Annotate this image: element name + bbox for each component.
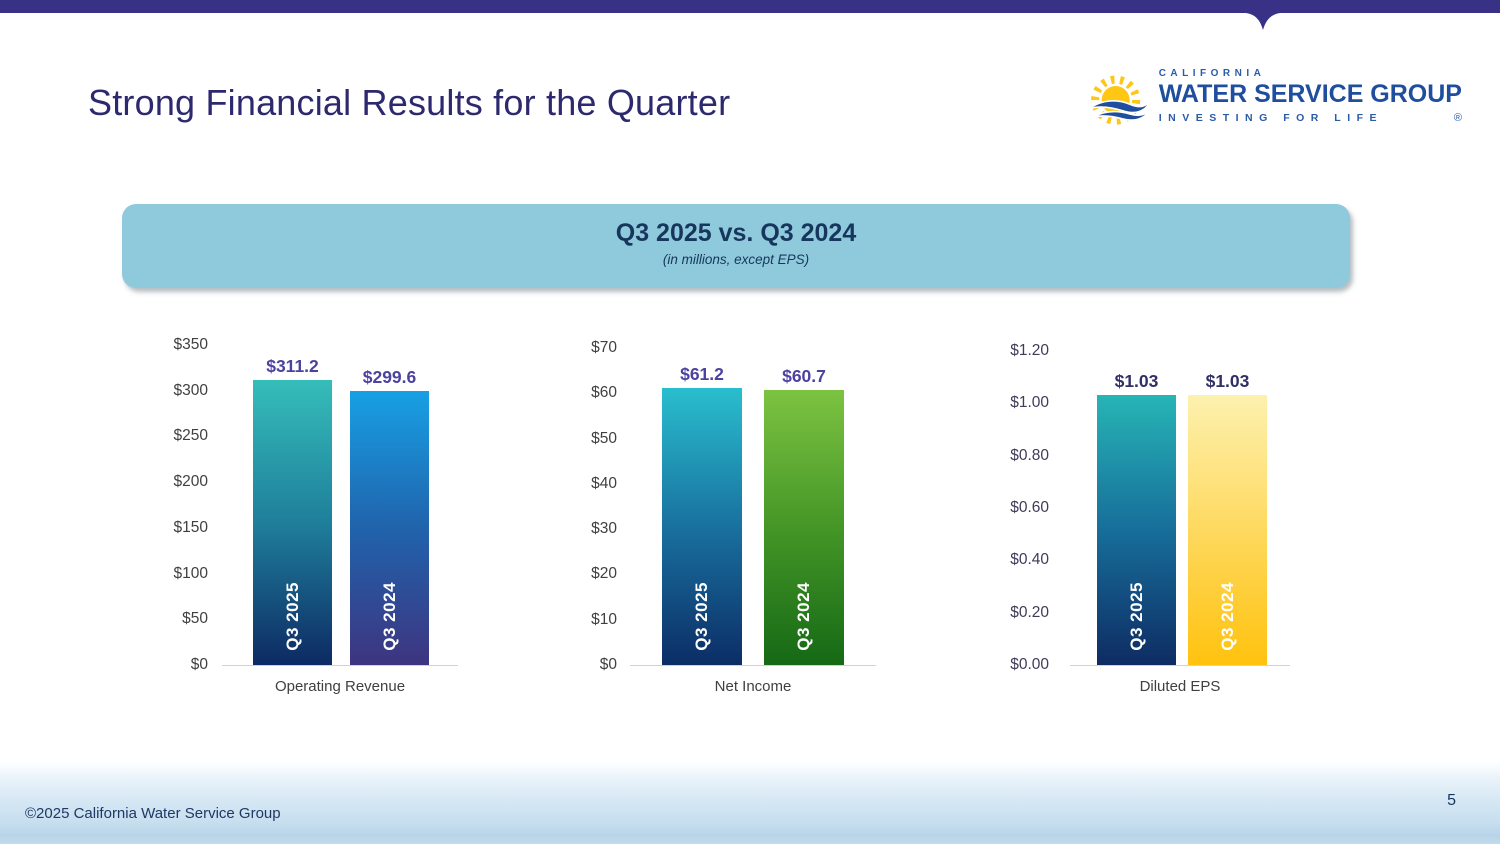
y-tick-label: $100	[173, 564, 208, 582]
logo-tagline-row: INVESTING FOR LIFE ®	[1159, 112, 1462, 124]
company-logo: CALIFORNIA WATER SERVICE GROUP INVESTING…	[1086, 60, 1462, 138]
logo-tagline-text: INVESTING FOR LIFE	[1158, 112, 1384, 124]
x-axis-line	[222, 665, 458, 666]
y-tick-label: $0	[599, 656, 617, 673]
y-tick-label: $150	[173, 518, 208, 536]
page-number: 5	[1447, 792, 1456, 809]
bar-category-label-wrap: Q3 2025	[1097, 582, 1176, 651]
bar-category-label-wrap: Q3 2024	[764, 582, 844, 651]
logo-name-text: WATER SERVICE GROUP	[1158, 80, 1462, 108]
chart-net-income: $0 $10 $20 $30 $40 $50 $60 $70 Q3 2025 $61.2 Q3 20…	[567, 330, 897, 705]
x-axis-line	[630, 665, 876, 666]
bar-q3-2025: Q3 2025	[1097, 395, 1176, 665]
logo-text-block: CALIFORNIA WATER SERVICE GROUP INVESTING…	[1159, 60, 1462, 124]
bar-value-label: $61.2	[680, 363, 724, 384]
bar-value-label: $299.6	[362, 367, 417, 388]
y-tick-label: $0.40	[1010, 551, 1049, 569]
bar-value-label: $1.03	[1205, 371, 1250, 392]
bar-q3-2025: Q3 2025	[662, 387, 742, 665]
page-title: Strong Financial Results for the Quarter	[88, 82, 731, 123]
bar-category-label-wrap: Q3 2024	[1188, 582, 1267, 651]
bar-q3-2025: Q3 2025	[253, 380, 332, 665]
bar-value-label: $1.03	[1114, 371, 1159, 392]
copyright-text: ©2025 California Water Service Group	[25, 805, 281, 822]
x-axis-line	[1070, 665, 1290, 666]
bar-category-label: Q3 2024	[1217, 582, 1237, 651]
y-tick-label: $300	[173, 381, 208, 399]
chart-category-title: Operating Revenue	[274, 678, 406, 695]
bar-category-label-wrap: Q3 2024	[350, 582, 429, 651]
bar-category-label: Q3 2024	[794, 582, 813, 651]
y-tick-label: $50	[182, 610, 208, 628]
bar-q3-2024: Q3 2024	[1188, 395, 1267, 665]
bar-category-label: Q3 2024	[379, 582, 399, 651]
registered-trademark: ®	[1453, 112, 1462, 124]
bar-category-label-wrap: Q3 2025	[662, 582, 742, 651]
top-accent-bar	[0, 0, 1500, 13]
footer: ©2025 California Water Service Group 5	[0, 762, 1500, 844]
y-tick-label: $20	[591, 565, 617, 583]
y-tick-label: $0	[190, 656, 208, 673]
banner-title: Q3 2025 vs. Q3 2024	[615, 219, 857, 247]
y-tick-label: $1.20	[1010, 342, 1049, 359]
y-tick-label: $60	[591, 384, 617, 402]
bar-category-label: Q3 2025	[692, 582, 711, 651]
y-tick-label: $10	[591, 610, 617, 628]
sun-waves-icon	[1088, 75, 1151, 125]
ribbon-notch	[1246, 13, 1280, 30]
banner-subtitle: (in millions, except EPS)	[662, 252, 810, 267]
y-tick-label: $70	[591, 339, 617, 356]
logo-california-text: CALIFORNIA	[1158, 68, 1266, 79]
y-tick-label: $0.80	[1010, 446, 1049, 464]
y-tick-label: $0.60	[1010, 499, 1049, 516]
bar-q3-2024: Q3 2024	[764, 390, 844, 665]
chart-category-title: Diluted EPS	[1139, 678, 1221, 695]
chart-category-title: Net Income	[714, 678, 792, 695]
y-tick-label: $200	[173, 473, 208, 491]
chart-operating-revenue: $0 $50 $100 $150 $200 $250 $300 $350 Q3 2025 $311…	[150, 330, 480, 705]
bar-category-label-wrap: Q3 2025	[253, 582, 332, 651]
bar-category-label: Q3 2025	[1126, 582, 1146, 651]
chart-diluted-eps: $0.00 $0.20 $0.40 $0.60 $0.80 $1.00 $1.20 Q3 20…	[988, 330, 1318, 705]
y-tick-label: $40	[591, 474, 617, 492]
comparison-banner: Q3 2025 vs. Q3 2024 (in millions, except…	[122, 204, 1350, 288]
y-tick-label: $0.20	[1010, 603, 1049, 621]
y-tick-label: $1.00	[1010, 394, 1049, 412]
bar-category-label: Q3 2025	[282, 582, 302, 651]
y-tick-label: $250	[173, 427, 208, 445]
bar-value-label: $311.2	[266, 356, 319, 377]
y-tick-label: $350	[173, 336, 208, 353]
y-tick-label: $0.00	[1010, 656, 1049, 673]
y-tick-label: $30	[591, 520, 617, 538]
bar-q3-2024: Q3 2024	[350, 391, 429, 665]
y-tick-label: $50	[591, 429, 617, 447]
bar-value-label: $60.7	[782, 366, 826, 387]
